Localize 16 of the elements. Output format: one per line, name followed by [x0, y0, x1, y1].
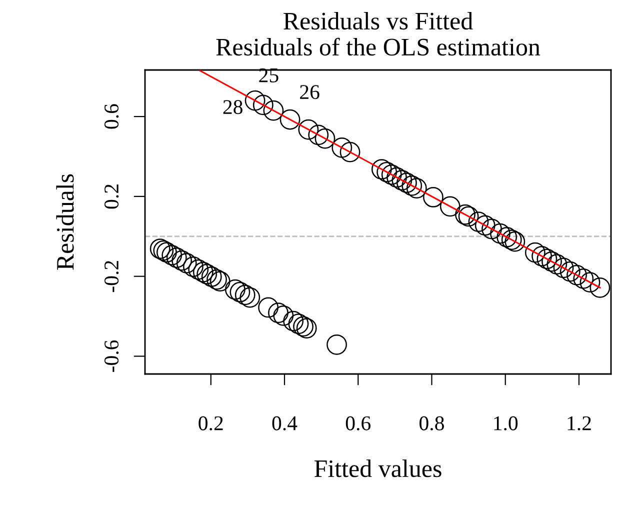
y-tick-label: 0.6 — [104, 104, 119, 129]
y-axis-title: Residuals — [56, 174, 74, 270]
annotation: 26 — [300, 85, 320, 100]
x-tick-label: 0.6 — [346, 416, 371, 430]
chart-subtitle: Residuals of the OLS estimation — [216, 38, 540, 56]
y-tick-label: 0.2 — [104, 184, 119, 209]
y-tick-label: -0.6 — [104, 340, 119, 372]
x-tick-label: 1.0 — [494, 416, 518, 430]
x-tick-label: 1.2 — [568, 416, 591, 430]
x-tick-label: 0.2 — [198, 416, 223, 430]
annotation: 28 — [223, 100, 242, 114]
y-tick-label: -0.2 — [104, 260, 119, 292]
x-tick-label: 0.4 — [272, 416, 298, 430]
chart-title: Residuals vs Fitted — [284, 12, 473, 30]
x-axis-title: Fitted values — [314, 460, 442, 478]
x-tick-label: 0.8 — [420, 416, 444, 430]
